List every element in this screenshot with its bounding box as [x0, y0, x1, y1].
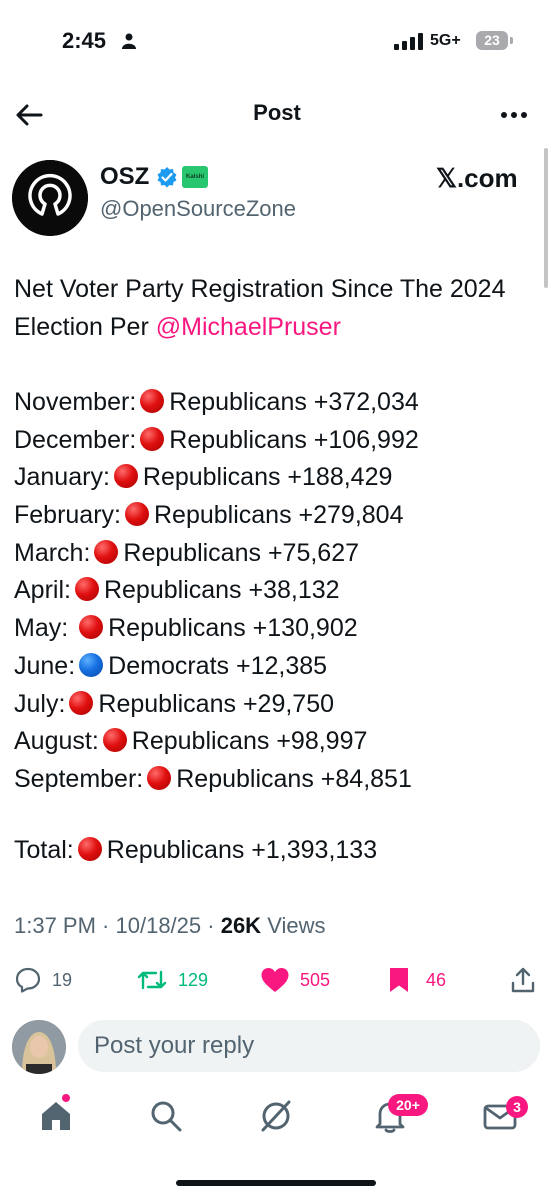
- total-line: Total: Republicans +1,393,133: [14, 836, 377, 865]
- verified-badge-icon: [157, 167, 177, 188]
- battery-nub: [510, 37, 513, 44]
- repost-count: 129: [178, 969, 209, 990]
- registration-line: September: Republicans +84,851: [14, 761, 544, 799]
- post-intro: Net Voter Party Registration Since The 2…: [14, 270, 534, 346]
- more-options-icon[interactable]: [498, 102, 530, 128]
- party-change: Republicans +279,804: [153, 501, 404, 530]
- month-label: January:: [14, 463, 110, 492]
- party-change: Republicans +188,429: [142, 463, 393, 492]
- total-label: Total:: [14, 836, 74, 864]
- home-unread-dot: [62, 1094, 70, 1102]
- author-avatar[interactable]: [12, 160, 88, 236]
- red-circle-icon: [94, 539, 119, 564]
- red-circle-icon: [69, 690, 94, 715]
- network-type: 5G+: [430, 32, 461, 49]
- share-icon[interactable]: [510, 966, 536, 994]
- post-intro-text: Net Voter Party Registration Since The 2…: [14, 275, 506, 341]
- red-circle-icon: [124, 502, 149, 527]
- reply-input[interactable]: [78, 1020, 540, 1072]
- repost-icon: [137, 970, 167, 990]
- month-label: June:: [14, 651, 76, 680]
- post-date: 10/18/25: [115, 913, 202, 938]
- red-circle-icon: [140, 426, 165, 451]
- registration-line: August: Republicans +98,997: [14, 723, 544, 761]
- bookmark-count: 46: [426, 969, 447, 990]
- month-label: November:: [14, 388, 137, 416]
- author-name[interactable]: OSZ: [100, 163, 150, 190]
- month-label: May:: [14, 614, 76, 643]
- red-circle-icon: [113, 464, 138, 489]
- reply-icon: [15, 967, 41, 993]
- month-label: September:: [14, 764, 144, 793]
- red-circle-icon: [147, 765, 172, 790]
- like-button[interactable]: 505: [260, 965, 330, 995]
- messages-badge: 3: [506, 1096, 528, 1118]
- notifications-badge: 20+: [388, 1094, 428, 1116]
- search-icon[interactable]: [148, 1098, 184, 1134]
- party-change: Republicans +84,851: [176, 764, 412, 793]
- home-icon[interactable]: [38, 1098, 74, 1134]
- status-time: 2:45: [62, 28, 107, 53]
- party-change: Republicans +29,750: [98, 689, 335, 718]
- affiliate-badge: Kalshi: [182, 166, 208, 188]
- month-label: April:: [14, 576, 71, 605]
- registration-line: March: Republicans +75,627: [14, 535, 544, 573]
- month-label: December:: [14, 425, 137, 454]
- grok-icon[interactable]: [258, 1098, 294, 1134]
- battery-icon: 23: [476, 31, 508, 50]
- party-change: Republicans +75,627: [123, 538, 360, 567]
- month-label: March:: [14, 538, 91, 567]
- heart-icon: [261, 968, 289, 992]
- signal-icon: [394, 32, 426, 50]
- registration-line: July: Republicans +29,750: [14, 686, 544, 724]
- month-label: July:: [14, 689, 66, 718]
- party-change: Republicans +98,997: [131, 727, 368, 756]
- blue-circle-icon: [79, 652, 104, 677]
- views-label: Views: [267, 913, 326, 938]
- registration-line: November: Republicans +372,034: [14, 384, 544, 422]
- month-label: August:: [14, 727, 99, 756]
- mention-link[interactable]: @MichaelPruser: [155, 313, 341, 341]
- registration-line: January: Republicans +188,429: [14, 459, 544, 497]
- back-arrow-icon[interactable]: [14, 100, 44, 130]
- bookmark-button[interactable]: 46: [388, 965, 446, 995]
- party-change: Republicans +106,992: [169, 425, 419, 454]
- reply-button[interactable]: 19: [14, 965, 72, 995]
- post-time: 1:37 PM: [14, 913, 96, 938]
- registration-list: November: Republicans +372,034 December: Re…: [14, 384, 544, 799]
- author-handle[interactable]: @OpenSourceZone: [100, 196, 297, 221]
- party-change: Republicans +130,902: [108, 614, 358, 643]
- red-circle-icon: [140, 389, 165, 413]
- party-change: Democrats +12,385: [108, 651, 328, 680]
- registration-line: December: Republicans +106,992: [14, 422, 544, 460]
- like-count: 505: [300, 969, 331, 990]
- registration-line: June: Democrats +12,385: [14, 648, 544, 686]
- home-indicator[interactable]: [176, 1180, 376, 1186]
- reply-placeholder: Post your reply: [94, 1032, 255, 1059]
- open-source-logo-icon: [12, 160, 88, 236]
- red-circle-icon: [102, 728, 127, 753]
- red-circle-icon: [77, 837, 102, 861]
- page-title: Post: [253, 100, 301, 125]
- registration-line: May: Republicans +130,902: [14, 610, 544, 648]
- scrollbar[interactable]: [544, 148, 548, 288]
- views-count[interactable]: 26K: [220, 913, 262, 938]
- person-icon: [122, 33, 136, 49]
- repost-button[interactable]: 129: [136, 965, 208, 995]
- post-meta: 1:37 PM · 10/18/25 · 26K Views: [14, 913, 326, 938]
- source-label: 𝕏.com: [436, 163, 518, 193]
- red-circle-icon: [74, 577, 99, 602]
- total-value: Republicans +1,393,133: [106, 836, 378, 864]
- reply-count: 19: [52, 969, 73, 990]
- bookmark-icon: [390, 968, 408, 992]
- party-change: Republicans +372,034: [169, 388, 419, 416]
- user-photo: [12, 1020, 66, 1074]
- month-label: February:: [14, 501, 121, 530]
- registration-line: April: Republicans +38,132: [14, 572, 544, 610]
- registration-line: February: Republicans +279,804: [14, 497, 544, 535]
- red-circle-icon: [79, 615, 104, 640]
- user-avatar[interactable]: [12, 1020, 66, 1074]
- party-change: Republicans +38,132: [103, 576, 340, 605]
